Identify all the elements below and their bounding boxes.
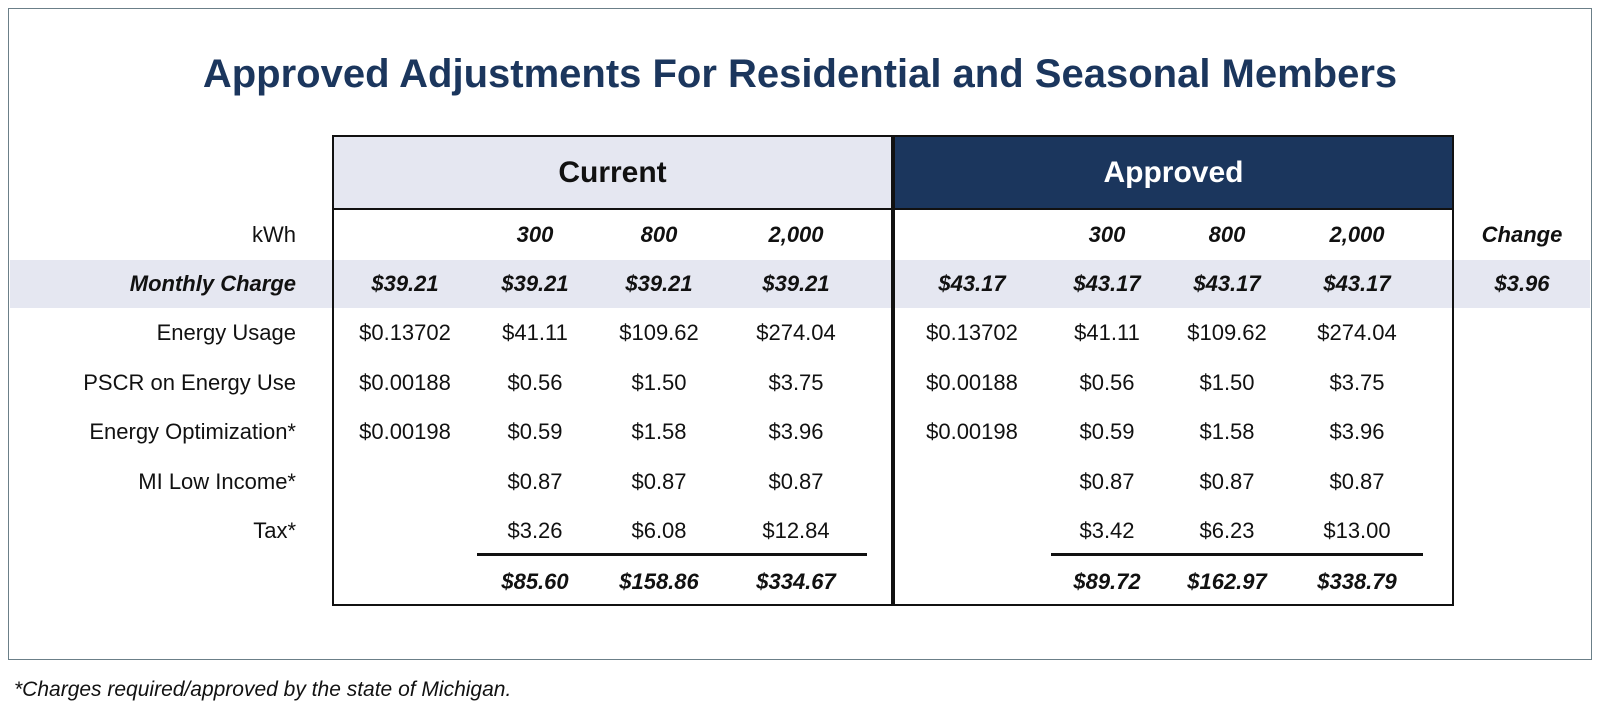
approved-300-cell: $0.87: [1079, 469, 1135, 494]
approved-300-cell: $43.17: [1073, 271, 1141, 296]
kwh-current-2000: 2,000: [768, 222, 824, 247]
current-800-cell: $6.08: [631, 518, 687, 543]
row-label-monthly-charge: Monthly Charge: [129, 271, 296, 296]
table-frame: [8, 8, 1592, 660]
row-label-pscr: PSCR on Energy Use: [83, 370, 296, 395]
approved-800-cell: $6.23: [1199, 518, 1255, 543]
kwh-current-300: 300: [516, 222, 554, 247]
approved-rate-cell: $43.17: [938, 271, 1006, 296]
current-800-cell: $1.50: [631, 370, 687, 395]
current-total-800: $158.86: [619, 569, 699, 594]
current-2000-cell: $274.04: [756, 320, 836, 345]
current-2000-cell: $12.84: [762, 518, 830, 543]
approved-total-2000: $338.79: [1317, 569, 1397, 594]
approved-2000-cell: $3.75: [1329, 370, 1385, 395]
current-rate-cell: $0.00198: [359, 419, 451, 444]
approved-header: Approved: [895, 137, 1452, 210]
kwh-current-800: 800: [640, 222, 678, 247]
approved-rate-cell: $0.00188: [926, 370, 1018, 395]
current-total-rule: [477, 553, 867, 556]
row-label-mi-low-income: MI Low Income*: [138, 469, 296, 494]
approved-2000-cell: $3.96: [1329, 419, 1385, 444]
current-group-box: Current: [332, 135, 893, 606]
current-rate-cell: $39.21: [371, 271, 439, 296]
current-800-cell: $1.58: [631, 419, 687, 444]
approved-2000-cell: $0.87: [1329, 469, 1385, 494]
approved-800-cell: $109.62: [1187, 320, 1267, 345]
approved-rate-cell: $0.00198: [926, 419, 1018, 444]
row-label-tax: Tax*: [253, 518, 296, 543]
current-300-cell: $0.87: [507, 469, 563, 494]
current-2000-cell: $3.96: [768, 419, 824, 444]
approved-800-cell: $43.17: [1193, 271, 1261, 296]
current-300-cell: $3.26: [507, 518, 563, 543]
monthly-charge-highlight: [10, 260, 1590, 308]
current-800-cell: $109.62: [619, 320, 699, 345]
current-2000-cell: $39.21: [762, 271, 830, 296]
kwh-approved-800: 800: [1208, 222, 1246, 247]
current-header: Current: [334, 137, 891, 210]
approved-800-cell: $0.87: [1199, 469, 1255, 494]
approved-2000-cell: $13.00: [1323, 518, 1391, 543]
footnote: *Charges required/approved by the state …: [14, 678, 512, 701]
current-300-cell: $41.11: [502, 320, 568, 345]
kwh-approved-2000: 2,000: [1329, 222, 1385, 247]
current-rate-cell: $0.13702: [359, 320, 451, 345]
kwh-approved-300: 300: [1088, 222, 1126, 247]
approved-800-cell: $1.58: [1199, 419, 1255, 444]
approved-300-cell: $3.42: [1079, 518, 1135, 543]
approved-group-box: Approved: [893, 135, 1454, 606]
approved-2000-cell: $43.17: [1323, 271, 1391, 296]
current-2000-cell: $3.75: [768, 370, 824, 395]
change-header: Change: [1481, 222, 1563, 247]
kwh-label: kWh: [252, 222, 296, 247]
approved-300-cell: $0.59: [1079, 419, 1135, 444]
current-total-2000: $334.67: [756, 569, 836, 594]
approved-300-cell: $41.11: [1074, 320, 1140, 345]
change-value: $3.96: [1494, 271, 1550, 296]
current-300-cell: $0.59: [507, 419, 563, 444]
current-300-cell: $0.56: [507, 370, 563, 395]
approved-800-cell: $1.50: [1199, 370, 1255, 395]
approved-total-800: $162.97: [1187, 569, 1267, 594]
current-800-cell: $0.87: [631, 469, 687, 494]
approved-300-cell: $0.56: [1079, 370, 1135, 395]
current-300-cell: $39.21: [501, 271, 569, 296]
current-total-300: $85.60: [501, 569, 569, 594]
row-label-energy-optimization: Energy Optimization*: [89, 419, 296, 444]
page-title: Approved Adjustments For Residential and…: [202, 52, 1398, 96]
approved-total-300: $89.72: [1073, 569, 1141, 594]
row-label-energy-usage: Energy Usage: [156, 320, 296, 345]
current-800-cell: $39.21: [625, 271, 693, 296]
current-rate-cell: $0.00188: [359, 370, 451, 395]
current-2000-cell: $0.87: [768, 469, 824, 494]
approved-total-rule: [1051, 553, 1423, 556]
approved-rate-cell: $0.13702: [926, 320, 1018, 345]
approved-2000-cell: $274.04: [1317, 320, 1397, 345]
